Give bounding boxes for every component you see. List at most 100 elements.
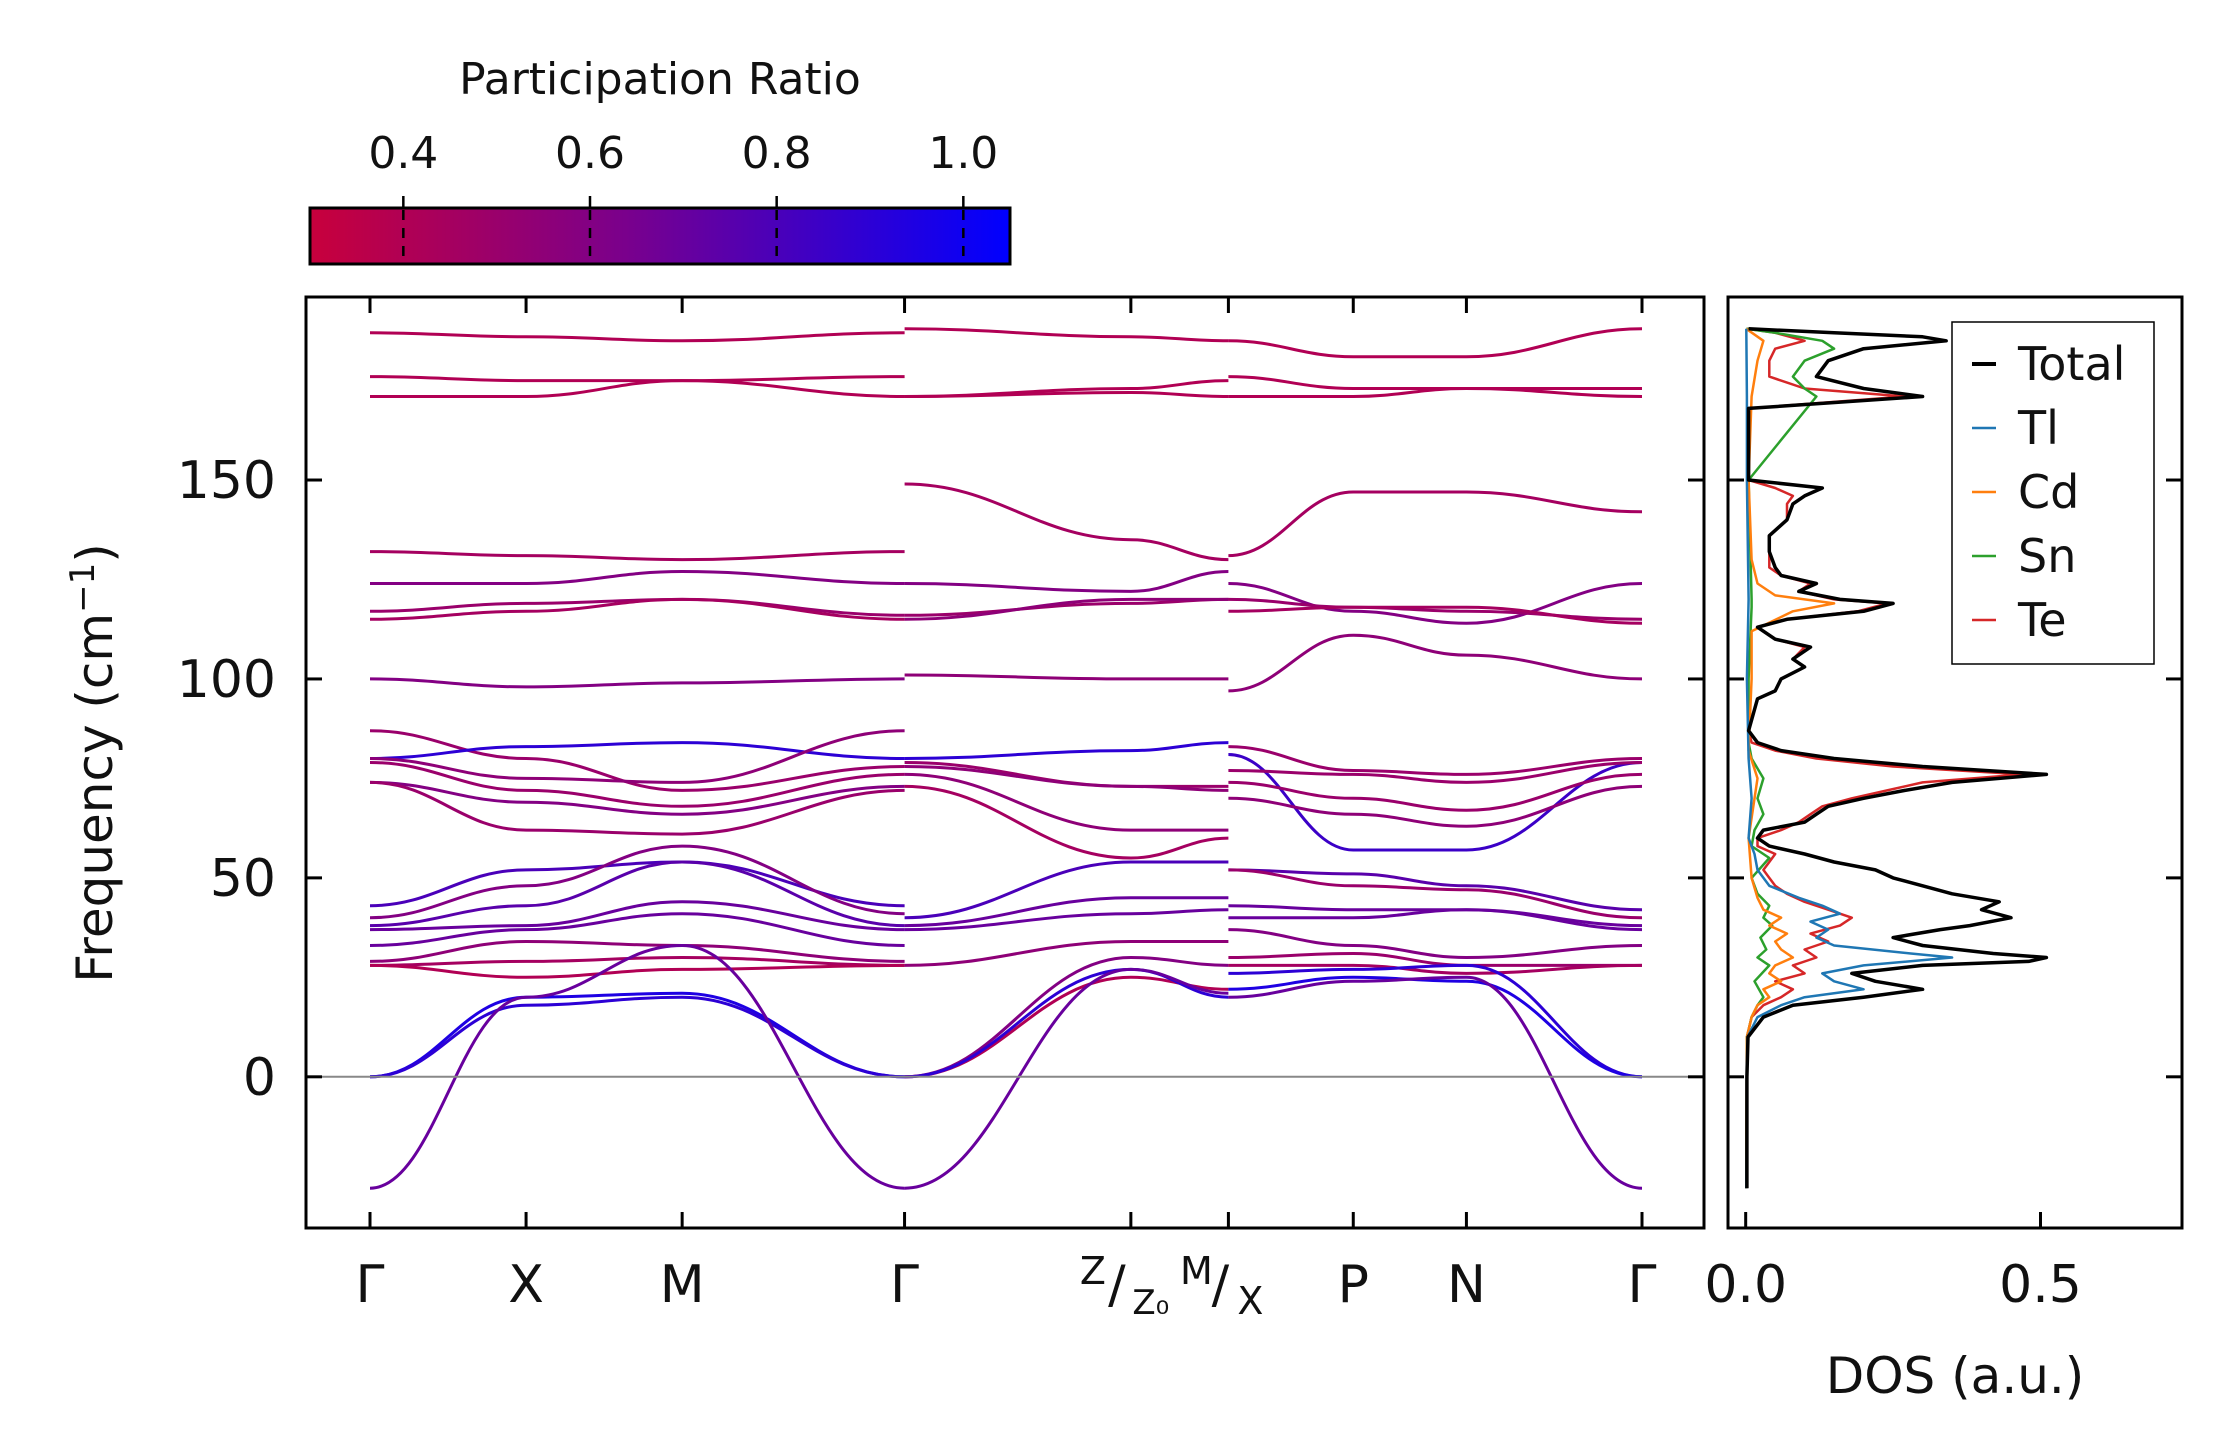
band-frame (304, 295, 1706, 1230)
kpoint-label-z: Z (1080, 1249, 1106, 1293)
band-line (904, 975, 1229, 1079)
band-line (369, 550, 905, 562)
colorbar: Participation Ratio 0.4 0.6 0.8 1.0 (308, 54, 1012, 266)
band-line (1228, 904, 1643, 928)
band-line (1228, 327, 1643, 359)
dos-series-total (1745, 327, 2049, 1189)
dos-panel: 0.0 0.5 DOS (a.u.) Total Tl Cd Sn Te (1704, 295, 2184, 1405)
band-line (1228, 908, 1643, 932)
y-tick-label: 50 (210, 849, 276, 909)
band-line (904, 939, 1229, 967)
band-line (904, 327, 1229, 343)
kpoint-label: X (508, 1255, 544, 1315)
dos-x-tick-label: 0.5 (1999, 1255, 2082, 1315)
legend-label: Tl (2017, 401, 2059, 455)
band-line (369, 331, 905, 343)
band-line (370, 569, 905, 586)
y-tick-label: 100 (177, 650, 276, 710)
band-line (1228, 633, 1643, 693)
colorbar-tick-label: 0.6 (555, 128, 625, 179)
legend-label: Te (2017, 593, 2067, 647)
kpath-labels: Γ X M Γ P N ΓZ / Z₀M/X (356, 1249, 1657, 1323)
y-tick-label: 0 (243, 1048, 276, 1108)
band-line (1228, 868, 1643, 912)
colorbar-label: Participation Ratio (459, 54, 861, 105)
kpoint-label-z0: Z₀ (1132, 1283, 1169, 1323)
band-line (370, 379, 905, 399)
kpoint-label: P (1338, 1255, 1369, 1315)
kpoint-label: M (660, 1255, 705, 1315)
kpoint-label: Γ (1628, 1255, 1657, 1315)
band-line (1228, 605, 1643, 625)
band-line (369, 991, 905, 1079)
band-line (1228, 386, 1643, 399)
kpoint-slash: / (1108, 1255, 1126, 1315)
colorbar-tick-label: 1.0 (928, 128, 998, 179)
band-line (904, 772, 1229, 832)
band-line (369, 729, 905, 792)
colorbar-tick-label: 0.4 (368, 128, 438, 179)
band-line (1228, 963, 1643, 975)
band-line (1228, 753, 1643, 852)
band-line (369, 955, 905, 967)
legend-label: Total (2017, 337, 2125, 391)
band-line (1228, 963, 1643, 1079)
band-line (1228, 928, 1643, 960)
band-line (1228, 745, 1643, 776)
band-line (369, 995, 905, 1079)
kpoint-label: Γ (890, 1255, 919, 1315)
band-line (369, 844, 905, 920)
band-line (369, 860, 905, 908)
band-line (369, 939, 905, 963)
band-line (904, 482, 1229, 562)
band-line (1228, 784, 1643, 828)
band-line (904, 967, 1229, 1190)
band-line (1228, 772, 1643, 812)
band-line (904, 741, 1229, 760)
legend-label: Cd (2018, 465, 2079, 519)
band-line (369, 597, 905, 617)
band-line (904, 860, 1229, 920)
dos-lines (1745, 327, 2049, 1189)
colorbar-ticks: 0.4 0.6 0.8 1.0 (368, 128, 998, 262)
band-line (369, 912, 905, 947)
dos-frame (1726, 295, 2184, 1230)
band-line (369, 963, 905, 979)
dos-x-tick-label: 0.0 (1704, 1255, 1787, 1315)
dos-series-sn (1745, 327, 1836, 1189)
band-line (369, 780, 905, 836)
colorbar-gradient (308, 206, 1012, 266)
band-axes: 0 50 100 150 (177, 297, 1704, 1228)
band-line (1228, 868, 1643, 920)
band-line (904, 673, 1229, 681)
band-line (369, 761, 905, 808)
band-line (369, 677, 905, 689)
dos-legend: Total Tl Cd Sn Te (1951, 321, 2155, 665)
band-lines (369, 327, 1643, 1190)
band-line (1228, 375, 1642, 391)
dos-series-cd (1745, 327, 1836, 1189)
band-line (904, 570, 1229, 593)
kpoint-label: N (1447, 1255, 1486, 1315)
y-axis-label: Frequency (cm−1) (63, 543, 124, 983)
band-line (904, 765, 1229, 792)
band-line (904, 955, 1229, 1079)
band-line (369, 900, 905, 932)
band-line (1228, 582, 1643, 625)
band-line (1228, 975, 1643, 1190)
kpoint-slash: / (1212, 1255, 1230, 1315)
band-line (1228, 951, 1642, 967)
colorbar-tick-label: 0.8 (742, 128, 812, 179)
band-line (904, 896, 1229, 928)
band-line (369, 375, 905, 383)
band-line (1228, 975, 1643, 1079)
band-line (369, 780, 905, 816)
band-line (1228, 761, 1643, 784)
band-line (369, 597, 905, 621)
band-line (904, 597, 1229, 621)
kpoint-label: Γ (356, 1255, 385, 1315)
band-line (1228, 490, 1643, 558)
band-line (904, 784, 1229, 860)
